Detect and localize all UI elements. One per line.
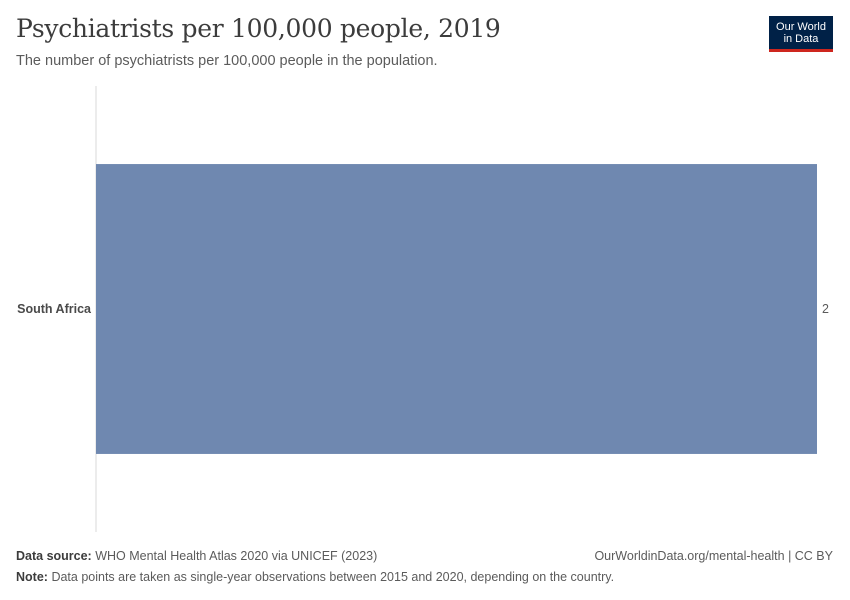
footer-credit[interactable]: OurWorldinData.org/mental-health | CC BY [594, 549, 833, 563]
chart-title: Psychiatrists per 100,000 people, 2019 [16, 14, 501, 43]
source-text[interactable]: WHO Mental Health Atlas 2020 via UNICEF … [95, 549, 378, 563]
logo-line-1: Our World [776, 20, 826, 33]
source-label: Data source: [16, 549, 92, 563]
bars-group: South Africa 2 [17, 164, 829, 454]
chart-subtitle: The number of psychiatrists per 100,000 … [16, 53, 438, 69]
note-text: Data points are taken as single-year obs… [51, 570, 615, 584]
value-label: 2 [822, 302, 829, 316]
category-label[interactable]: South Africa [17, 302, 92, 316]
owid-logo[interactable]: Our World in Data [769, 16, 833, 52]
bar-chart: South Africa 2 [17, 86, 829, 532]
bar-south-africa[interactable] [96, 164, 817, 454]
note-label: Note: [16, 570, 48, 584]
footer-note: Note: Data points are taken as single-ye… [16, 570, 834, 584]
logo-line-2: in Data [783, 32, 819, 45]
footer-source: Data source: WHO Mental Health Atlas 202… [16, 549, 834, 563]
